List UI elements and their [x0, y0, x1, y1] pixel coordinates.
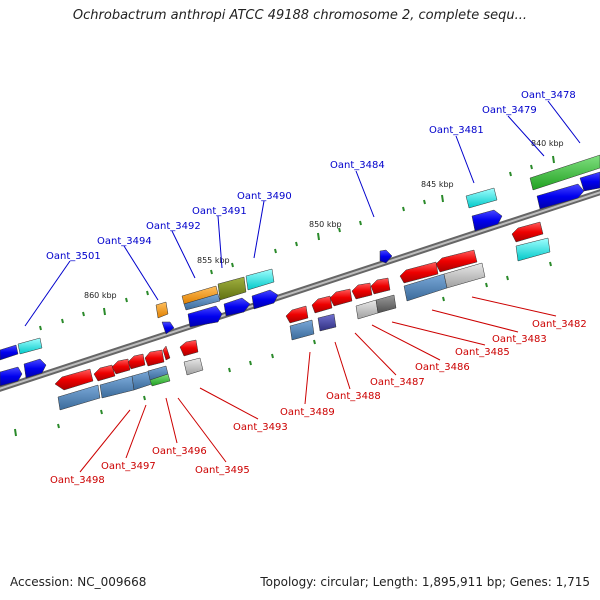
reverse-features: [54, 221, 551, 411]
gene-label-oant-3488[interactable]: Oant_3488: [326, 391, 381, 402]
gene-feature[interactable]: [149, 373, 171, 387]
gene-feature[interactable]: [155, 301, 169, 319]
gene-label-oant-3490[interactable]: Oant_3490: [237, 191, 292, 202]
gene-feature[interactable]: [17, 337, 43, 355]
gene-label-oant-3495[interactable]: Oant_3495: [195, 465, 250, 476]
gene-feature[interactable]: [54, 368, 94, 391]
gene-feature[interactable]: [399, 261, 439, 284]
gene-feature[interactable]: [515, 237, 551, 262]
kbp-label-855: 855 kbp: [197, 256, 230, 265]
gene-feature[interactable]: [529, 154, 600, 191]
gene-feature[interactable]: [579, 171, 600, 192]
kbp-label-860: 860 kbp: [84, 291, 117, 300]
gene-label-oant-3481[interactable]: Oant_3481: [429, 125, 484, 136]
gene-feature[interactable]: [285, 305, 309, 324]
reverse-leaders: [79, 296, 557, 473]
gene-feature[interactable]: [379, 249, 393, 264]
gene-label-oant-3493[interactable]: Oant_3493: [233, 422, 288, 433]
chromosome-backbone: [0, 189, 600, 392]
gene-feature[interactable]: [245, 268, 275, 291]
gene-feature[interactable]: [99, 375, 135, 399]
kbp-label-845: 845 kbp: [421, 180, 454, 189]
gene-feature[interactable]: [317, 313, 337, 332]
scale-ticks: [14, 155, 555, 437]
gene-feature[interactable]: [375, 294, 397, 314]
gene-label-oant-3487[interactable]: Oant_3487: [370, 377, 425, 388]
gene-feature[interactable]: [435, 249, 478, 273]
gene-feature[interactable]: [0, 366, 23, 387]
topology-text: Topology: circular; Length: 1,895,911 bp…: [260, 575, 590, 589]
gene-feature[interactable]: [0, 344, 19, 361]
gene-feature[interactable]: [311, 295, 333, 314]
gene-feature[interactable]: [162, 345, 171, 361]
gene-feature[interactable]: [57, 384, 101, 411]
gene-feature[interactable]: [329, 288, 353, 307]
gene-label-oant-3497[interactable]: Oant_3497: [101, 461, 156, 472]
gene-feature[interactable]: [465, 187, 498, 209]
gene-feature[interactable]: [511, 221, 544, 243]
map-title: Ochrobactrum anthropi ATCC 49188 chromos…: [72, 8, 528, 23]
gene-feature[interactable]: [536, 183, 585, 210]
forward-leaders: [24, 100, 581, 327]
kbp-label-840: 840 kbp: [531, 139, 564, 148]
gene-label-oant-3489[interactable]: Oant_3489: [280, 407, 335, 418]
gene-feature[interactable]: [355, 299, 379, 320]
gene-label-oant-3501[interactable]: Oant_3501: [46, 251, 101, 262]
gene-label-oant-3496[interactable]: Oant_3496: [152, 446, 207, 457]
gene-feature[interactable]: [23, 358, 47, 379]
gene-feature[interactable]: [127, 353, 146, 370]
gene-feature[interactable]: [351, 282, 373, 300]
gene-feature[interactable]: [289, 319, 315, 341]
gene-label-oant-3479[interactable]: Oant_3479: [482, 105, 537, 116]
gene-label-oant-3491[interactable]: Oant_3491: [192, 206, 247, 217]
gene-label-oant-3498[interactable]: Oant_3498: [50, 475, 105, 486]
gene-feature[interactable]: [443, 262, 486, 289]
gene-feature[interactable]: [187, 305, 223, 328]
gene-label-oant-3485[interactable]: Oant_3485: [455, 347, 510, 358]
gene-label-oant-3478[interactable]: Oant_3478: [521, 90, 576, 101]
gene-feature[interactable]: [161, 321, 175, 335]
gene-label-oant-3484[interactable]: Oant_3484: [330, 160, 385, 171]
gene-feature[interactable]: [183, 293, 221, 311]
gene-feature[interactable]: [93, 364, 116, 382]
gene-feature[interactable]: [179, 339, 199, 357]
gene-feature[interactable]: [370, 277, 391, 295]
gene-feature[interactable]: [183, 357, 204, 376]
forward-features: [0, 154, 600, 387]
gene-label-oant-3486[interactable]: Oant_3486: [415, 362, 470, 373]
gene-feature[interactable]: [217, 276, 247, 301]
accession-text: Accession: NC_009668: [10, 575, 147, 589]
gene-feature[interactable]: [111, 358, 131, 375]
gene-feature[interactable]: [471, 209, 503, 232]
kbp-label-850: 850 kbp: [309, 220, 342, 229]
gene-label-oant-3492[interactable]: Oant_3492: [146, 221, 201, 232]
gene-feature[interactable]: [223, 297, 251, 317]
gene-feature[interactable]: [251, 289, 279, 310]
gene-label-oant-3483[interactable]: Oant_3483: [492, 334, 547, 345]
gene-label-oant-3494[interactable]: Oant_3494: [97, 236, 152, 247]
gene-feature[interactable]: [144, 349, 165, 367]
gene-label-oant-3482[interactable]: Oant_3482: [532, 319, 587, 330]
